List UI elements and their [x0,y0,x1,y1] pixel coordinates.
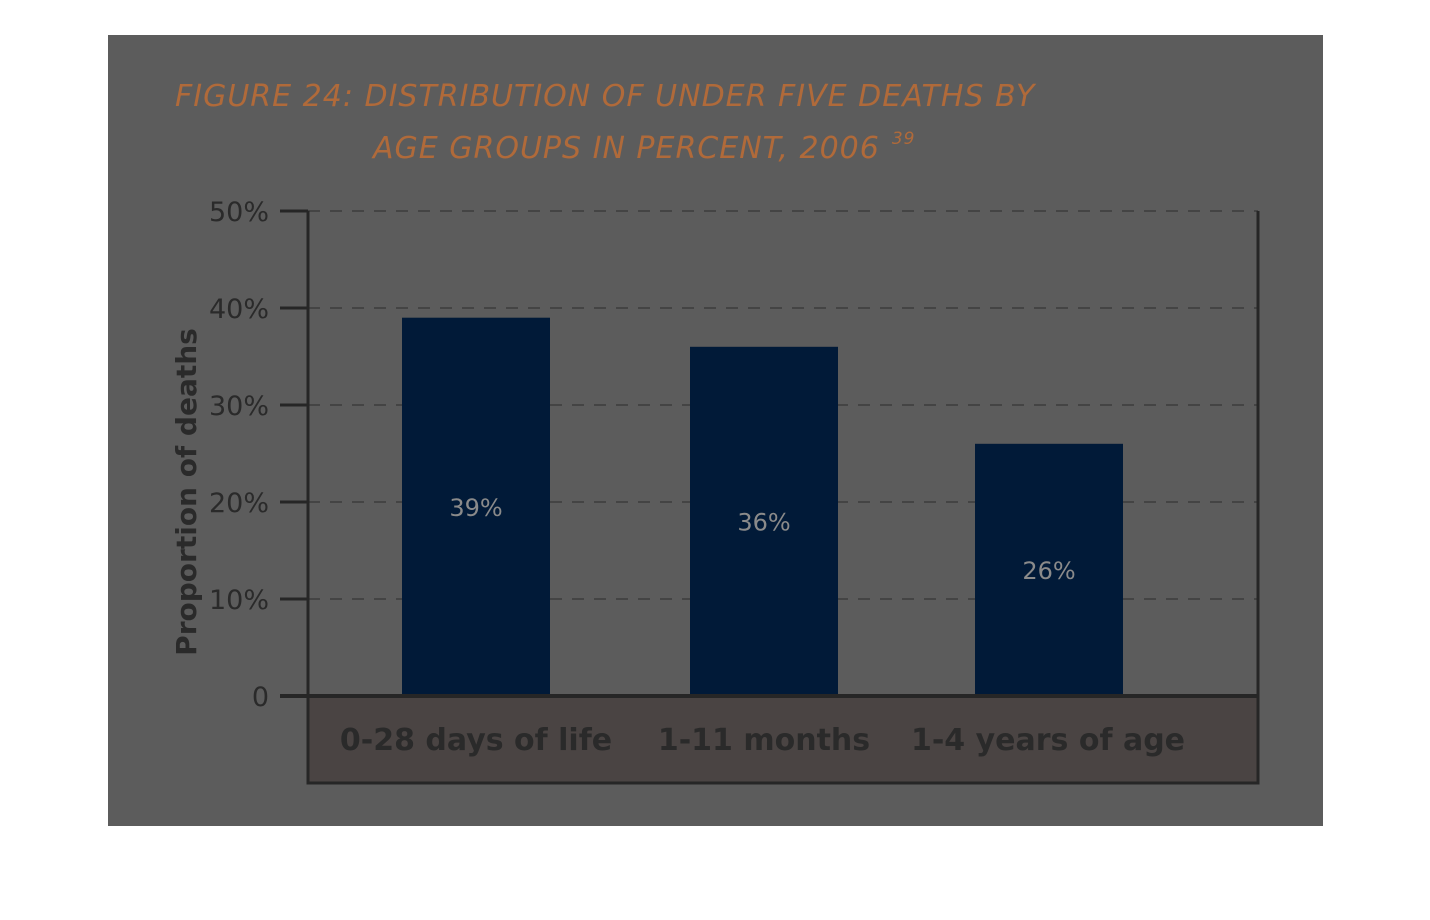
bar-1 [402,317,550,696]
y-tick-label-20: 20% [209,488,269,519]
bar-value-label-1: 39% [449,494,502,522]
chart-title-line2: AGE GROUPS IN PERCENT, 2006 39 [371,129,915,166]
y-tick-label-50: 50% [209,197,269,228]
chart-title-line1: FIGURE 24: DISTRIBUTION OF UNDER FIVE DE… [175,79,1037,114]
category-label-1: 0-28 days of life [340,723,612,758]
bar-3 [975,443,1123,696]
y-tick-label-40: 40% [209,294,269,325]
axis-layer [280,209,1260,783]
bar-value-label-3: 26% [1022,557,1075,585]
chart-title-superscript: 39 [892,129,916,149]
y-tick-label-30: 30% [209,391,269,422]
y-tick-label-10: 10% [209,585,269,616]
chart-title-line2-text: AGE GROUPS IN PERCENT, 2006 [371,131,880,166]
category-label-3: 1-4 years of age [911,723,1185,758]
label-layer: 0 10% 20% 30% 40% 50% 39% 36% 26% 0-28 days of li… [209,197,1185,758]
bar-2 [690,346,838,696]
bar-value-label-2: 36% [737,508,790,536]
y-tick-label-0: 0 [252,682,269,713]
category-band [306,694,1260,785]
category-label-2: 1-11 months [658,723,870,758]
y-axis-label: Proportion of deaths [170,328,203,656]
bar-layer [402,317,1123,696]
